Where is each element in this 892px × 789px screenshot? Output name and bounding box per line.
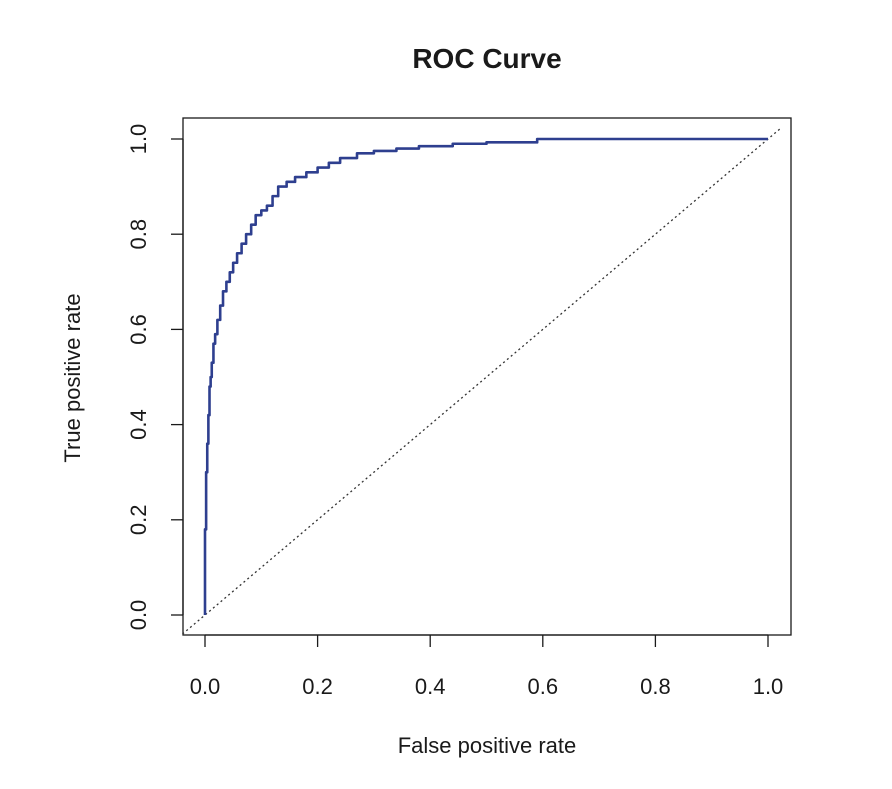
y-tick-label: 0.6 [126,314,151,345]
roc-curve-line [203,137,768,615]
y-tick-label: 0.8 [126,219,151,250]
y-tick-label: 0.2 [126,505,151,536]
y-tick-label: 1.0 [126,124,151,155]
y-tick-label: 0.4 [126,409,151,440]
y-axis: 0.0 0.2 0.4 0.6 0.8 1.0 [126,124,184,631]
x-axis-label: False positive rate [398,733,577,758]
x-axis: 0.0 0.2 0.4 0.6 0.8 1.0 [190,634,784,699]
x-tick-label: 0.2 [302,674,333,699]
chart-title: ROC Curve [412,43,561,74]
x-tick-label: 1.0 [753,674,784,699]
y-axis-label: True positive rate [60,293,85,462]
y-tick-label: 0.0 [126,600,151,631]
x-tick-label: 0.6 [528,674,559,699]
series-group [182,127,782,635]
x-tick-label: 0.8 [640,674,671,699]
x-tick-label: 0.4 [415,674,446,699]
reference-diagonal-line [182,127,782,635]
x-tick-label: 0.0 [190,674,221,699]
